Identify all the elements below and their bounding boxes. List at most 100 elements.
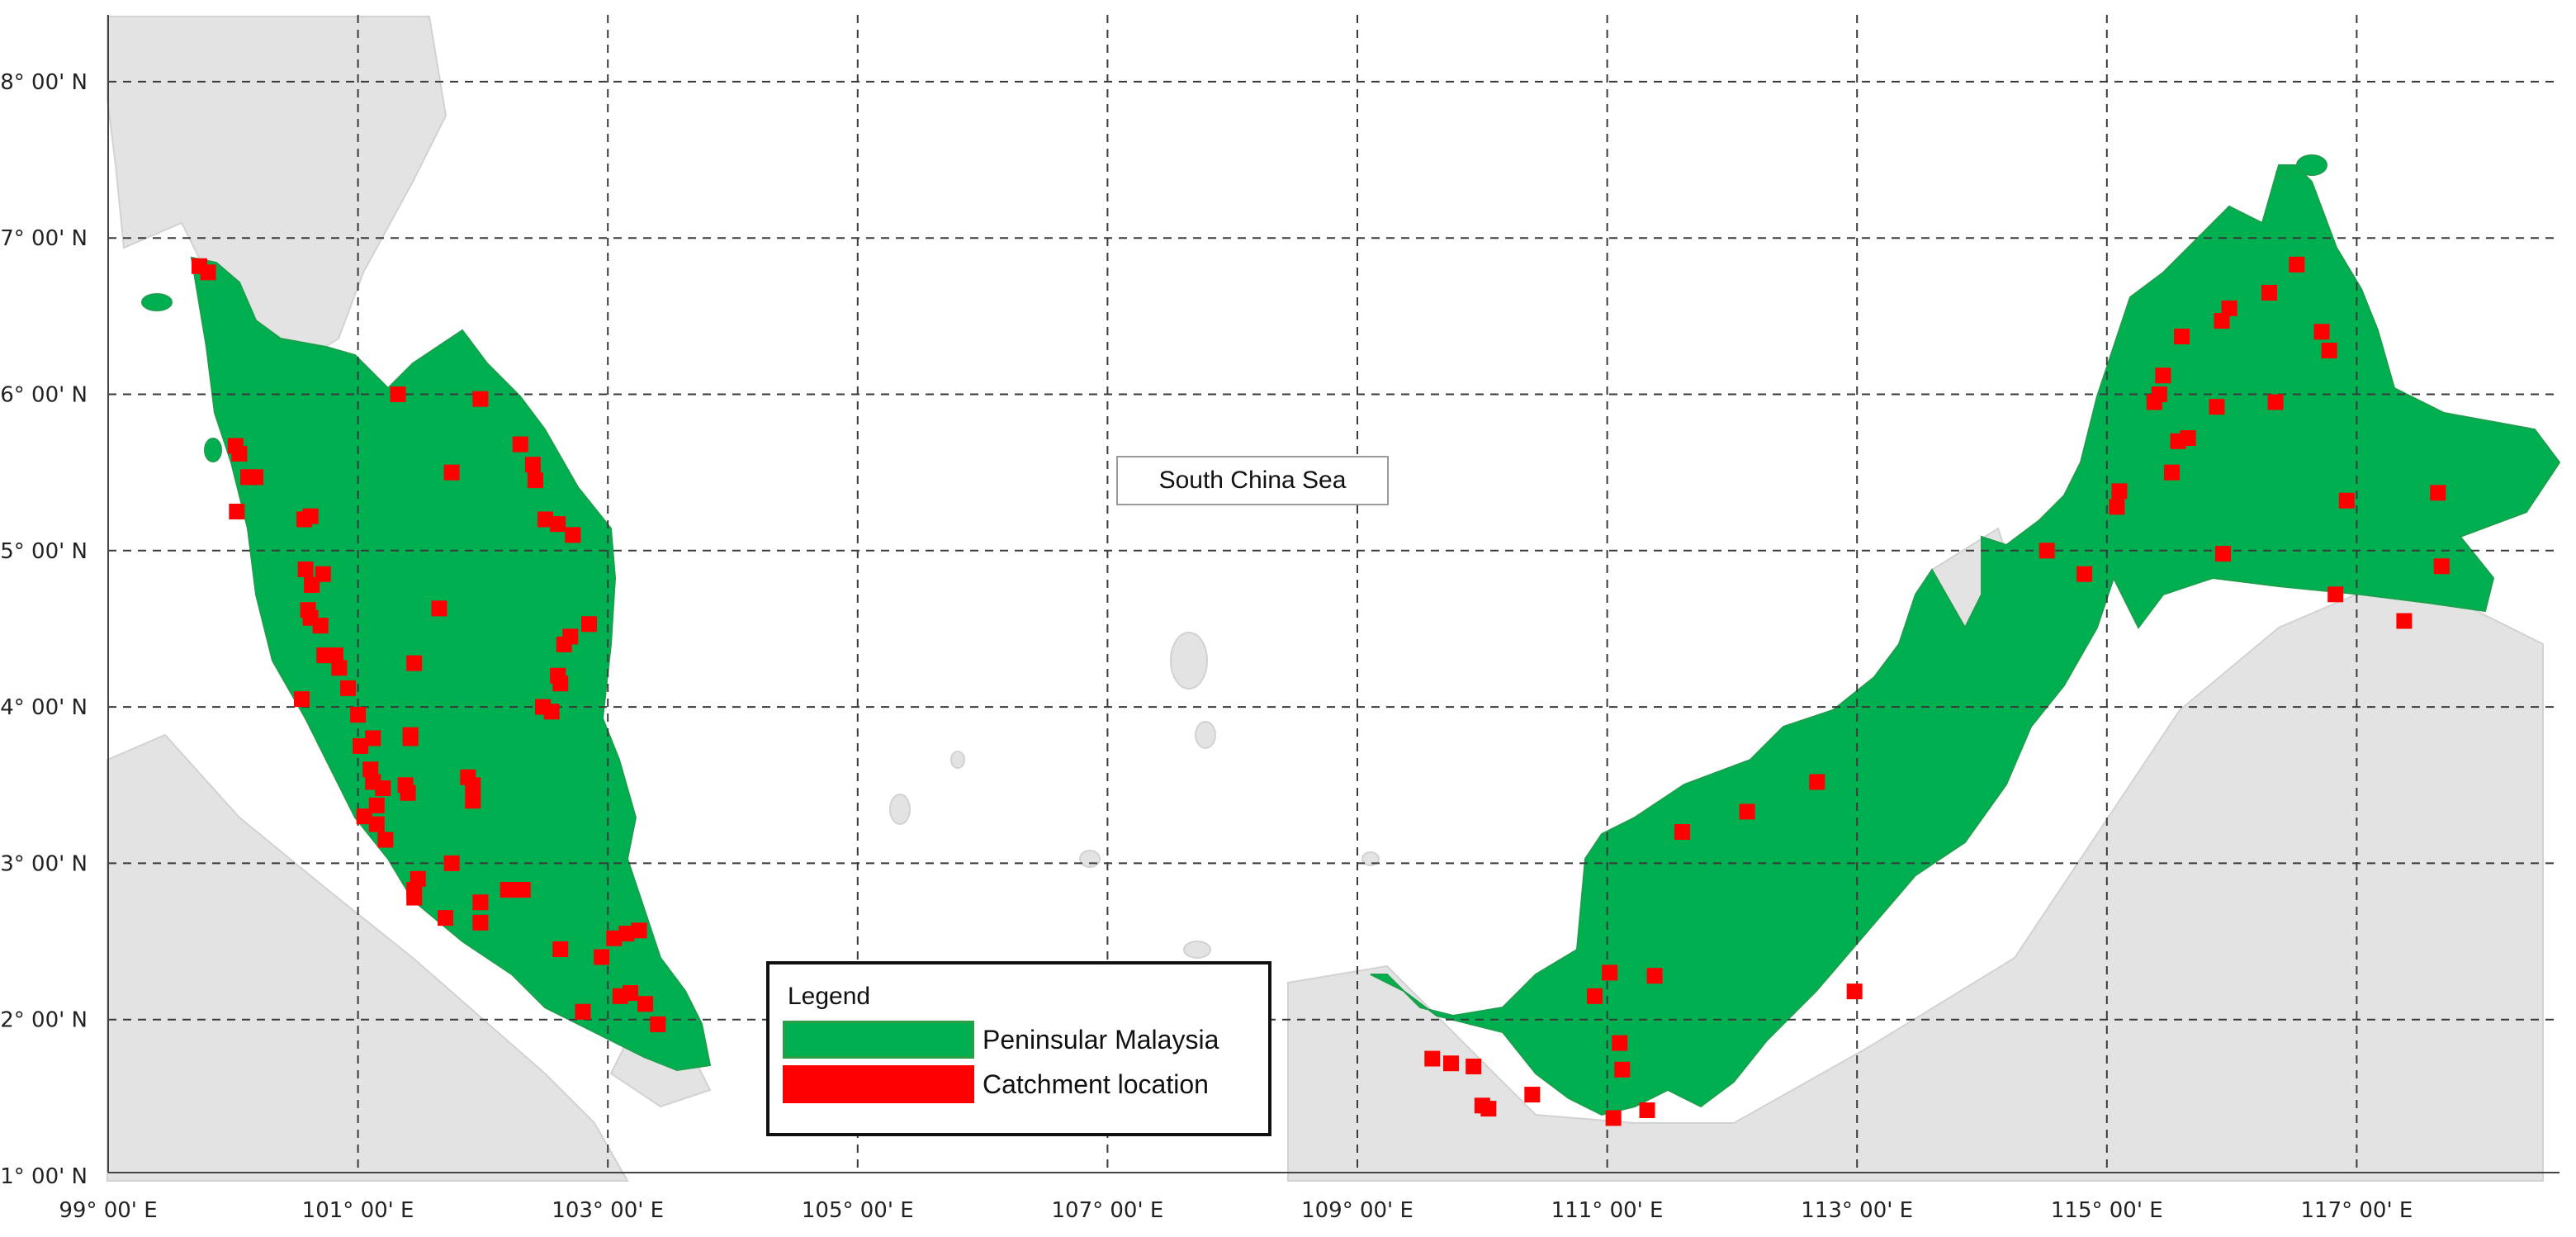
- catchment-marker: [565, 527, 581, 543]
- legend: Legend Peninsular Malaysia Catchment loc…: [766, 961, 1271, 1136]
- catchment-marker: [2109, 499, 2125, 515]
- catchment-marker: [606, 930, 623, 946]
- catchment-marker: [2267, 394, 2284, 410]
- catchment-marker: [2321, 342, 2337, 358]
- sea-label: South China Sea: [1116, 456, 1389, 505]
- catchment-marker: [631, 922, 647, 939]
- longitude-tick-label: 101° 00' E: [302, 1198, 414, 1223]
- catchment-marker: [2214, 313, 2230, 329]
- latitude-labels: 8° 00' N 7° 00' N 6° 00' N 5° 00' N 4° 00' N…: [0, 70, 88, 1189]
- catchment-marker: [377, 832, 394, 848]
- legend-swatch-red: [783, 1065, 974, 1103]
- catchment-marker: [1674, 824, 1690, 841]
- latitude-tick-label: 4° 00' N: [0, 695, 88, 720]
- latitude-tick-label: 1° 00' N: [0, 1164, 88, 1189]
- catchment-marker: [552, 675, 569, 692]
- latitude-tick-label: 2° 00' N: [0, 1008, 88, 1033]
- catchment-marker: [294, 691, 310, 708]
- catchment-marker: [368, 816, 385, 832]
- catchment-marker: [1739, 803, 1755, 820]
- legend-label-catchment: Catchment location: [983, 1069, 1209, 1099]
- catchment-marker: [231, 445, 248, 462]
- catchment-marker: [1602, 964, 1618, 981]
- legend-label-peninsular: Peninsular Malaysia: [983, 1024, 1219, 1055]
- catchment-marker: [1480, 1101, 1497, 1117]
- catchment-marker: [2221, 300, 2237, 316]
- catchment-marker: [2261, 284, 2277, 301]
- catchment-marker: [339, 680, 356, 696]
- catchment-marker: [312, 618, 329, 634]
- catchment-marker: [2338, 492, 2355, 509]
- catchment-marker: [229, 503, 245, 519]
- catchment-marker: [465, 777, 481, 794]
- catchment-marker: [550, 516, 566, 533]
- legend-item-peninsular: Peninsular Malaysia: [783, 1021, 1219, 1059]
- catchment-marker: [368, 797, 385, 813]
- legend-item-catchment: Catchment location: [783, 1065, 1209, 1103]
- catchment-marker: [443, 855, 460, 871]
- catchment-marker: [1605, 1110, 1622, 1126]
- legend-swatch-green: [783, 1021, 974, 1059]
- catchment-markers: [191, 256, 2450, 1126]
- catchment-marker: [512, 436, 528, 453]
- catchment-marker: [248, 469, 264, 486]
- latitude-tick-label: 3° 00' N: [0, 851, 88, 876]
- catchment-marker: [500, 882, 516, 898]
- longitude-tick-label: 113° 00' E: [1801, 1198, 1913, 1223]
- catchment-marker: [2313, 324, 2330, 340]
- catchment-marker: [594, 949, 610, 965]
- catchment-marker: [365, 730, 381, 746]
- catchment-marker: [400, 784, 416, 801]
- longitude-tick-label: 107° 00' E: [1051, 1198, 1163, 1223]
- catchment-marker: [1442, 1055, 1459, 1072]
- catchment-marker: [556, 636, 572, 652]
- latitude-tick-label: 5° 00' N: [0, 539, 88, 564]
- catchment-marker: [402, 727, 419, 743]
- catchment-marker: [543, 704, 560, 720]
- catchment-marker: [2396, 613, 2413, 629]
- longitude-tick-label: 99° 00' E: [59, 1198, 157, 1223]
- catchment-marker: [327, 647, 343, 664]
- catchment-marker: [650, 1016, 666, 1032]
- latitude-tick-label: 7° 00' N: [0, 226, 88, 251]
- catchment-marker: [472, 391, 489, 407]
- catchment-marker: [1639, 1102, 1655, 1118]
- catchment-marker: [2433, 558, 2450, 575]
- catchment-marker: [514, 882, 531, 898]
- graticule: [108, 15, 2559, 1173]
- catchment-marker: [443, 464, 460, 481]
- catchment-marker: [431, 600, 447, 617]
- catchment-marker: [2180, 430, 2196, 447]
- catchment-marker: [1424, 1050, 1441, 1067]
- catchment-marker: [356, 808, 372, 825]
- catchment-marker: [200, 264, 216, 281]
- catchment-marker: [1846, 983, 1863, 1000]
- catchment-marker: [1809, 774, 1825, 790]
- catchment-marker: [353, 737, 369, 754]
- catchment-marker: [472, 894, 489, 911]
- catchment-marker: [1646, 968, 1663, 984]
- catchment-marker: [524, 457, 541, 473]
- catchment-marker: [2111, 483, 2128, 500]
- longitude-tick-label: 109° 00' E: [1301, 1198, 1413, 1223]
- longitude-tick-label: 103° 00' E: [552, 1198, 664, 1223]
- catchment-marker: [375, 780, 391, 797]
- catchment-marker: [302, 508, 319, 524]
- catchment-marker: [581, 616, 598, 633]
- longitude-tick-label: 115° 00' E: [2051, 1198, 2163, 1223]
- catchment-marker: [527, 472, 543, 489]
- longitude-labels: 99° 00' E 101° 00' E 103° 00' E 105° 00' E 1…: [59, 1198, 2413, 1223]
- catchment-marker: [1612, 1035, 1628, 1051]
- catchment-marker: [390, 386, 406, 402]
- catchment-marker: [637, 996, 654, 1012]
- catchment-marker: [406, 655, 423, 671]
- catchment-marker: [618, 926, 635, 942]
- catchment-marker: [297, 562, 314, 578]
- catchment-marker: [2430, 485, 2446, 501]
- catchment-marker: [1614, 1061, 1631, 1078]
- catchment-marker: [2174, 328, 2190, 344]
- catchment-marker: [438, 910, 454, 927]
- catchment-marker: [2215, 546, 2232, 562]
